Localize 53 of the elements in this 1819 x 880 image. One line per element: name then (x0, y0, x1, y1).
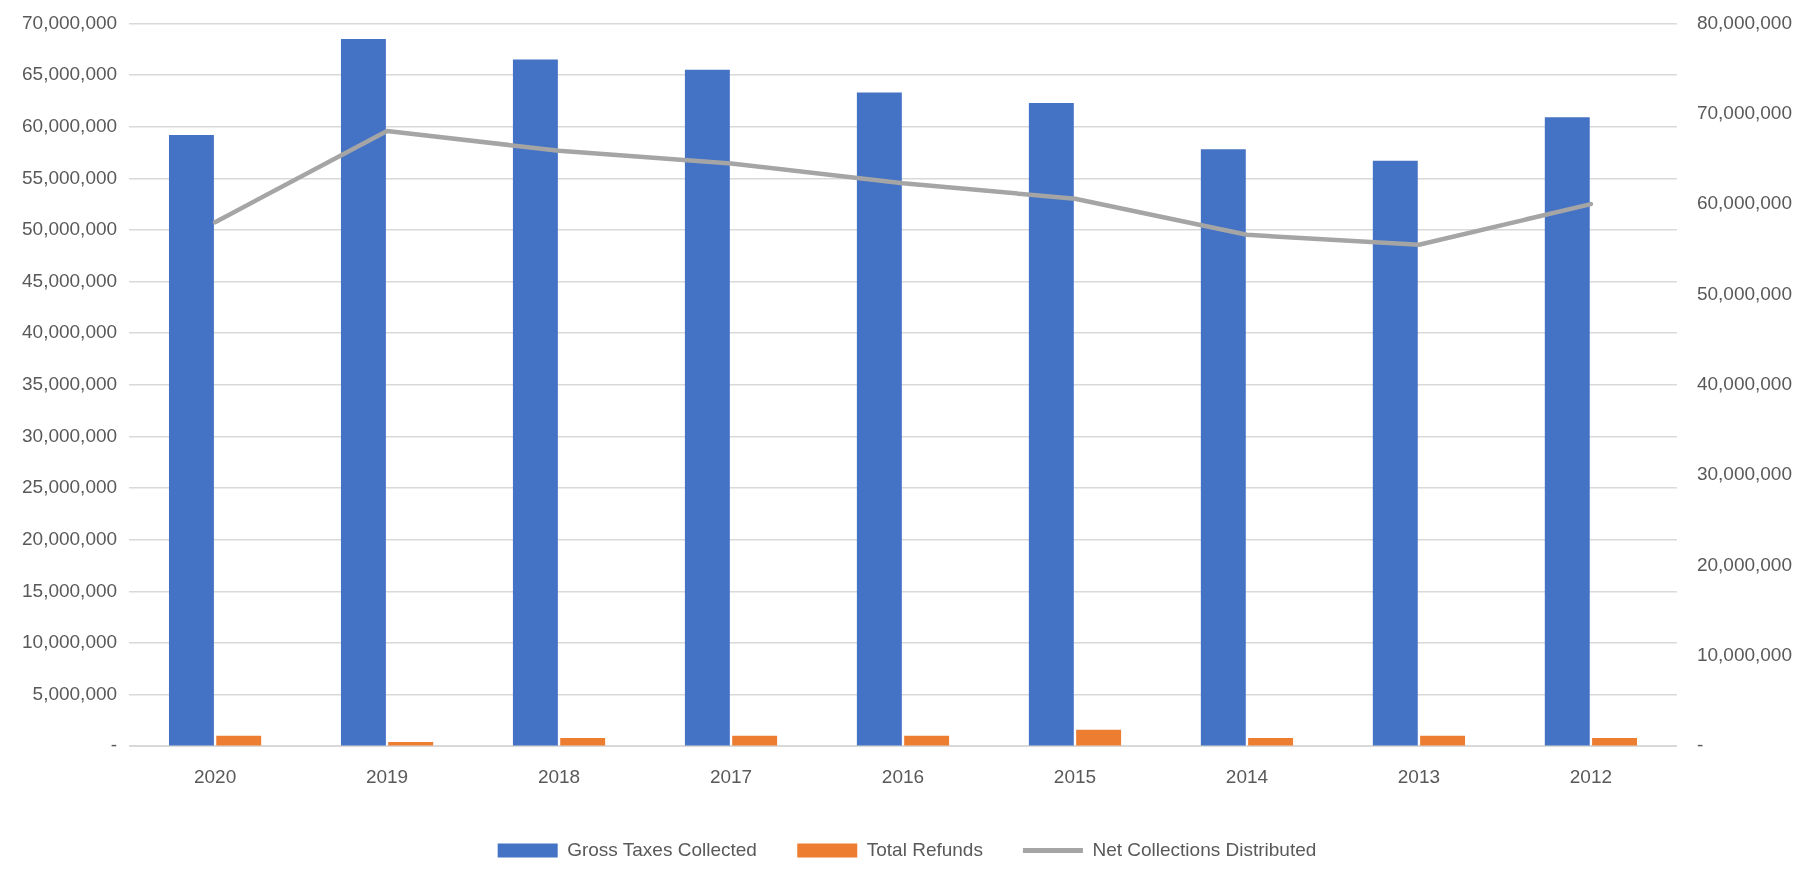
bar (340, 38, 386, 746)
y-tick-label: 45,000,000 (22, 269, 118, 291)
x-tick-label: 2016 (881, 765, 925, 787)
x-tick-label: 2020 (193, 765, 237, 787)
y-tick-label: 50,000,000 (22, 218, 118, 240)
bar (732, 735, 778, 746)
x-tick-label: 2019 (365, 765, 409, 787)
bar (512, 59, 558, 746)
y-tick-label: 60,000,000 (22, 114, 118, 136)
y-tick-label: 65,000,000 (22, 63, 118, 85)
y2-tick-label: 60,000,000 (1696, 192, 1792, 214)
bar (168, 134, 214, 746)
y2-tick-label: 20,000,000 (1696, 553, 1792, 575)
bar (684, 69, 730, 746)
x-tick-label: 2017 (709, 765, 753, 787)
legend-label: Total Refunds (866, 838, 983, 860)
bar (856, 92, 902, 746)
y-tick-label: 15,000,000 (22, 579, 118, 601)
y2-tick-label: 30,000,000 (1696, 463, 1792, 485)
x-tick-label: 2012 (1569, 765, 1613, 787)
y-tick-label: 35,000,000 (22, 373, 118, 395)
legend-label: Net Collections Distributed (1092, 838, 1317, 860)
bar (1248, 737, 1294, 746)
y-tick-label: 5,000,000 (32, 682, 118, 704)
bar (216, 735, 262, 746)
y-tick-label: 55,000,000 (22, 166, 118, 188)
bar (560, 737, 606, 746)
x-tick-label: 2015 (1053, 765, 1097, 787)
y2-tick-label: 80,000,000 (1696, 11, 1792, 33)
bar (1372, 160, 1418, 746)
y-tick-label: - (110, 734, 118, 756)
bar (1592, 737, 1638, 746)
y2-tick-label: 50,000,000 (1696, 282, 1792, 304)
y-tick-label: 30,000,000 (22, 424, 118, 446)
y-tick-label: 70,000,000 (22, 11, 118, 33)
bar (1028, 102, 1074, 746)
y2-tick-label: 70,000,000 (1696, 101, 1792, 123)
bar (1544, 117, 1590, 746)
y2-tick-label: - (1696, 734, 1704, 756)
y2-tick-label: 40,000,000 (1696, 373, 1792, 395)
y2-tick-label: 10,000,000 (1696, 644, 1792, 666)
x-tick-label: 2014 (1225, 765, 1269, 787)
y-tick-label: 10,000,000 (22, 631, 118, 653)
x-tick-label: 2018 (537, 765, 581, 787)
legend-label: Gross Taxes Collected (567, 838, 757, 860)
bar (1200, 149, 1246, 746)
y-tick-label: 20,000,000 (22, 527, 118, 549)
bar (1420, 735, 1466, 746)
y-tick-label: 40,000,000 (22, 321, 118, 343)
bar (1076, 729, 1122, 746)
y-tick-label: 25,000,000 (22, 476, 118, 498)
x-tick-label: 2013 (1397, 765, 1441, 787)
bar (904, 735, 950, 746)
